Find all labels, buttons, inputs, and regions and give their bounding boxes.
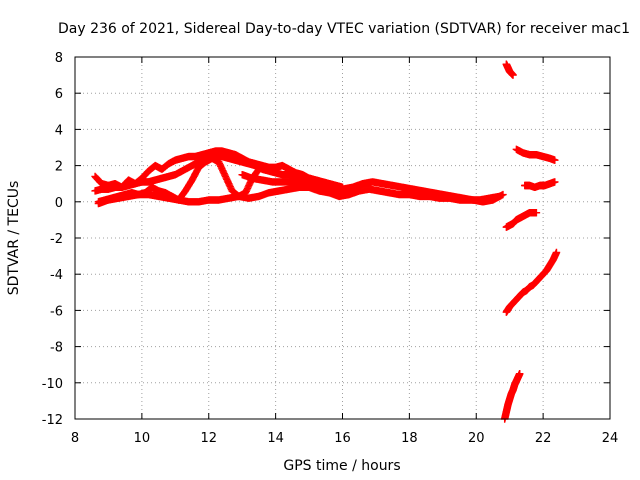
data-point <box>551 178 559 186</box>
data-marks <box>91 60 561 423</box>
y-tick-label: -10 <box>42 377 63 392</box>
y-tick-label: 8 <box>55 51 63 66</box>
axis-ticks <box>74 56 611 420</box>
y-tick-label: 6 <box>55 87 63 102</box>
y-tick-label: -6 <box>50 304 63 319</box>
series-track-i <box>502 208 541 231</box>
y-tick-labels: -12 -10 -8 -6 -4 -2 0 2 4 6 8 <box>42 51 63 428</box>
series-track-k <box>500 370 524 423</box>
x-tick-label: 22 <box>535 431 552 446</box>
y-tick-label: -8 <box>50 341 63 356</box>
x-tick-label: 8 <box>71 431 79 446</box>
y-tick-label: 0 <box>55 196 63 211</box>
x-tick-label: 12 <box>200 431 217 446</box>
series-track-h <box>521 178 559 192</box>
data-point <box>551 156 559 164</box>
x-tick-label: 10 <box>134 431 151 446</box>
series-track-j <box>502 248 561 316</box>
chart-title: Day 236 of 2021, Sidereal Day-to-day VTE… <box>58 21 630 37</box>
series-track-g <box>512 145 559 164</box>
y-tick-label: 2 <box>55 160 63 175</box>
x-axis-label: GPS time / hours <box>283 458 400 474</box>
x-tick-label: 14 <box>267 431 284 446</box>
y-tick-label: -12 <box>42 413 63 428</box>
y-tick-label: -4 <box>50 268 63 283</box>
x-tick-labels: 8 10 12 14 16 18 20 22 24 <box>71 431 618 446</box>
x-tick-label: 24 <box>602 431 619 446</box>
data-point <box>509 71 517 79</box>
series-track-e <box>238 170 507 206</box>
data-point <box>499 190 507 199</box>
x-tick-label: 18 <box>401 431 418 446</box>
data-point <box>552 248 561 257</box>
y-tick-label: 4 <box>55 123 63 138</box>
y-axis-label: SDTVAR / TECUs <box>6 181 22 296</box>
data-point <box>516 370 524 378</box>
grid <box>75 57 610 419</box>
data-point <box>532 208 541 217</box>
y-tick-label: -2 <box>50 232 63 247</box>
x-tick-label: 20 <box>468 431 485 446</box>
x-tick-label: 16 <box>334 431 351 446</box>
data-point <box>255 165 263 173</box>
series-track-f <box>502 60 517 79</box>
